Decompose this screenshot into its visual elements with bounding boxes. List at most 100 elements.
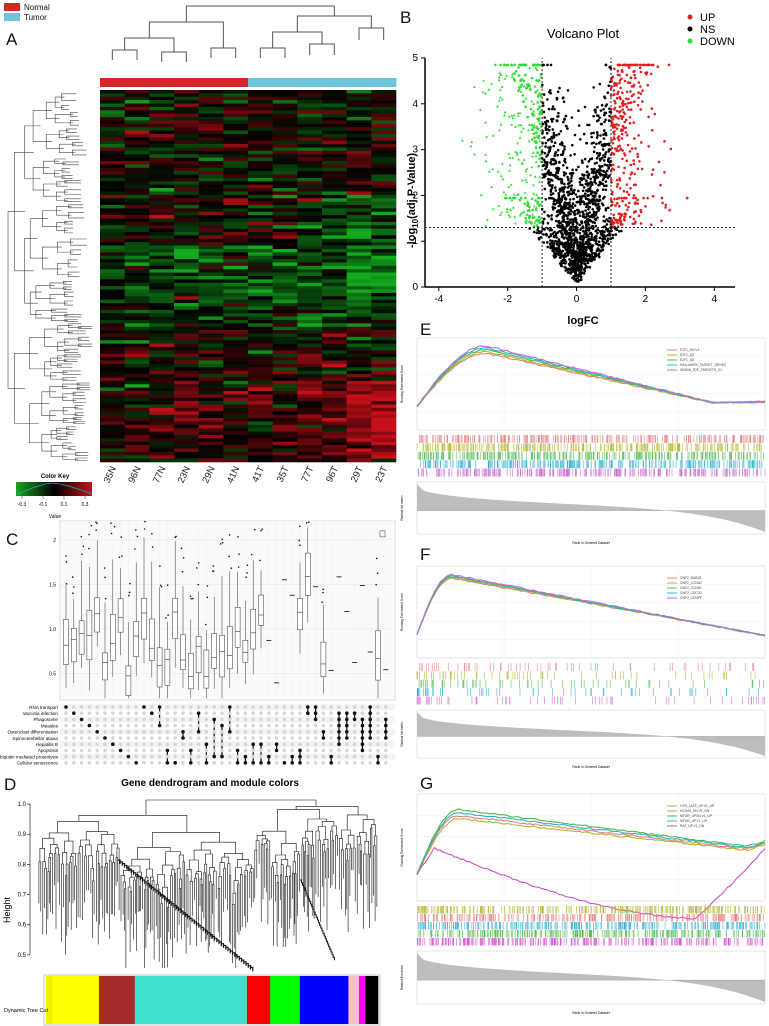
heatmap-cell (371, 279, 397, 284)
heatmap-cell (322, 127, 347, 131)
boxplot-outlier (103, 567, 106, 569)
heatmap-cell (346, 215, 372, 219)
panel-label-e: E (420, 320, 432, 339)
volcano-point (587, 239, 590, 243)
heatmap-cell (149, 434, 175, 439)
boxplot-outlier (120, 536, 123, 538)
volcano-point-up (624, 131, 628, 134)
volcano-point-down (516, 193, 519, 196)
heatmap-cell (297, 120, 323, 125)
volcano-point (552, 235, 556, 239)
volcano-xtick-label: 0 (574, 294, 580, 305)
heatmap-cell (322, 404, 347, 409)
volcano-point-down (497, 128, 501, 132)
boxplot-outlier (197, 583, 200, 586)
heatmap-cell (297, 455, 323, 459)
matrix-dot (196, 748, 201, 753)
volcano-point-down (532, 109, 535, 113)
volcano-point (594, 242, 598, 245)
volcano-point (602, 235, 605, 239)
heatmap-cell (346, 336, 372, 341)
dendrogram-branch (44, 868, 47, 882)
volcano-point (628, 81, 632, 85)
heatmap-cell (198, 262, 224, 267)
volcano-point (578, 245, 581, 248)
heatmap-cell (124, 397, 150, 402)
volcano-point-down (530, 165, 534, 169)
volcano-point (585, 212, 589, 215)
heatmap-cell (100, 228, 125, 233)
heatmap-cell (124, 380, 150, 385)
heatmap-cell (297, 306, 323, 311)
volcano-point-up (626, 134, 629, 137)
matrix-dot (165, 705, 170, 709)
volcano-point (592, 257, 595, 261)
dendrogram-branch (237, 883, 240, 897)
heatmap-cell (124, 269, 150, 273)
heatmap-cell (346, 387, 372, 392)
group-bar-cell (346, 78, 372, 87)
matrix-dot (64, 754, 68, 759)
volcano-point-up (610, 200, 614, 204)
volcano-point (586, 174, 589, 177)
matrix-dot (204, 742, 209, 746)
heatmap-cell (100, 414, 125, 419)
volcano-point (572, 268, 575, 272)
heatmap-cell (322, 215, 347, 219)
heatmap-cell (124, 374, 150, 378)
heatmap-cell (248, 259, 273, 263)
dendrogram-ytick-label: 1.0 (18, 802, 27, 808)
dendrogram-branch (331, 840, 334, 851)
matrix-dot (376, 705, 380, 709)
matrix-dot (298, 761, 302, 765)
heatmap-cell (371, 204, 397, 209)
volcano-point (581, 248, 585, 251)
heatmap-cell (346, 418, 372, 422)
heatmap-cell (198, 363, 224, 368)
heatmap-cell (371, 201, 397, 206)
heatmap-cell (100, 296, 125, 300)
heatmap-cell (248, 407, 273, 412)
heatmap-cell (223, 269, 249, 273)
heatmap-cell (149, 110, 175, 114)
heatmap-cell (346, 357, 372, 361)
matrix-dot (321, 761, 326, 765)
heatmap-cell (248, 174, 273, 179)
heatmap-cell (124, 441, 150, 446)
volcano-xtick-label: 4 (712, 294, 718, 305)
heatmap-cell (297, 303, 323, 307)
volcano-point (555, 242, 559, 246)
heatmap-cell (174, 336, 199, 341)
heatmap-cell (272, 343, 298, 348)
matrix-dot (313, 761, 318, 765)
dendrogram-branch (127, 886, 132, 898)
matrix-dot (118, 723, 123, 728)
volcano-point-up (618, 179, 622, 182)
volcano-point (583, 232, 586, 235)
heatmap-cell (346, 117, 372, 121)
volcano-point (538, 146, 542, 149)
heatmap-cell (174, 363, 199, 368)
matrix-dot (165, 748, 170, 753)
volcano-point (536, 220, 540, 223)
dendrogram-branch (115, 857, 118, 867)
volcano-point (543, 136, 546, 139)
dendrogram-branch (245, 864, 252, 871)
volcano-point-up (620, 137, 623, 140)
matrix-dot (337, 711, 341, 715)
heatmap-cell (248, 127, 273, 131)
heatmap-cell (100, 127, 125, 131)
dendrogram-branch (38, 861, 42, 871)
volcano-point (585, 202, 589, 205)
boxplot-outlier (82, 545, 85, 548)
heatmap-cell (297, 350, 323, 355)
matrix-dot (368, 711, 373, 715)
heatmap-cell (297, 445, 323, 449)
heatmap-cell (346, 279, 372, 284)
heatmap-cell (100, 347, 125, 351)
matrix-dot (87, 754, 92, 759)
volcano-point (604, 228, 608, 231)
dendrogram-branch (185, 5, 335, 22)
volcano-point-down (528, 66, 531, 70)
